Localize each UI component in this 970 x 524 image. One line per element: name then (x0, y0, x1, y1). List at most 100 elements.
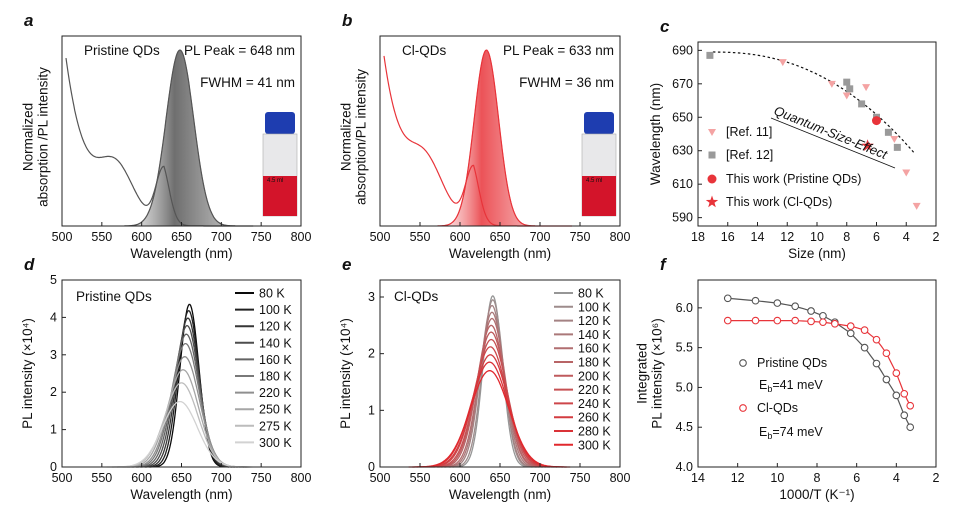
y-tick-label: 5 (50, 273, 57, 287)
ref11-marker (827, 80, 836, 88)
pl-curve (408, 370, 571, 468)
pl-curve (428, 331, 554, 468)
binding-energy-label: Eb=41 meV (759, 378, 823, 394)
y-axis-label: Integrated (635, 343, 650, 404)
pl-curve (122, 356, 247, 468)
vial-icon: 4.5 ml (581, 112, 617, 217)
panel-f: 14 12 10 8 6 4 2 4.0 4.5 5.0 5.5 6.0 1000/T (K⁻¹) f In… (635, 255, 940, 502)
data-point (791, 316, 800, 325)
pl-spectrum-line (437, 49, 536, 227)
data-point (872, 359, 881, 368)
x-axis-label: Size (nm) (788, 246, 846, 261)
legend-label: 300 K (259, 436, 292, 450)
data-point (892, 391, 901, 400)
y-tick-label: 590 (672, 211, 693, 225)
pl-curve (149, 303, 229, 468)
ref11-marker (778, 59, 787, 67)
legend-marker (739, 404, 747, 412)
pl-curve (452, 295, 533, 468)
y-tick-label: 4.5 (676, 420, 693, 434)
vial-cap (265, 112, 295, 134)
pl-curve (140, 317, 236, 468)
x-tick-label: 750 (251, 230, 272, 244)
pl-peak-label: PL Peak = 648 nm (184, 43, 295, 58)
x-tick-label: 2 (933, 230, 940, 244)
legend-label: 280 K (578, 425, 611, 439)
data-point (882, 375, 891, 384)
data-point (906, 423, 915, 432)
vial-icon: 4.5 ml (262, 112, 298, 217)
legend-label: 100 K (578, 300, 611, 314)
x-tick-label: 8 (843, 230, 850, 244)
data-point (819, 318, 827, 327)
x-tick-label: 550 (91, 230, 112, 244)
x-tick-label: 500 (52, 230, 73, 244)
sample-name: Cl-QDs (402, 43, 446, 58)
legend-entry: [Ref. 11] (726, 125, 772, 139)
x-tick-label: 12 (780, 230, 794, 244)
x-tick-label: 800 (291, 471, 312, 485)
data-point (900, 411, 909, 420)
y-axis-label: Wavelength (nm) (648, 83, 663, 185)
legend-label: 220 K (578, 383, 611, 397)
legend-label: 140 K (578, 328, 611, 342)
y-axis-label: Normalized (339, 103, 354, 171)
ref12-marker (708, 151, 716, 159)
data-point (807, 317, 815, 326)
x-tick-label: 700 (211, 471, 232, 485)
data-point (819, 311, 827, 320)
data-point (751, 296, 760, 305)
cl-star-marker (861, 139, 874, 151)
x-tick-label: 800 (610, 230, 631, 244)
x-tick-label: 600 (131, 471, 152, 485)
pl-curve (436, 317, 547, 468)
legend-label: 240 K (578, 397, 611, 411)
x-tick-label: 700 (530, 471, 551, 485)
panel-d: 500 550 600 650 700 750 800 0 1 2 3 4 5 Wavelength (n… (20, 255, 311, 502)
fwhm-label: FWHM = 41 nm (200, 75, 295, 90)
data-point (882, 349, 891, 358)
pl-spectrum-line (124, 49, 236, 227)
x-tick-label: 16 (721, 230, 735, 244)
y-axis-label: absorption/PL intensity (354, 69, 369, 205)
x-tick-label: 6 (873, 230, 880, 244)
ref12-marker (858, 100, 866, 108)
sample-name: Pristine QDs (84, 43, 160, 58)
y-axis-label: PL intensity (×10⁴) (338, 318, 353, 429)
x-tick-label: 800 (610, 471, 631, 485)
fwhm-label: FWHM = 36 nm (519, 75, 614, 90)
y-tick-label: 3 (50, 348, 57, 362)
y-tick-label: 6.0 (676, 301, 693, 315)
legend-label: 300 K (578, 438, 611, 452)
pl-peak-label: PL Peak = 633 nm (503, 43, 614, 58)
ref12-marker (846, 85, 854, 93)
panel-label: f (660, 255, 668, 274)
y-axis-label: PL intensity (×10⁴) (20, 318, 35, 429)
data-point (892, 369, 901, 377)
panel-a: 500 550 600 650 700 750 800 Wavelength (nm) a Nor… (21, 11, 312, 261)
legend-label: 180 K (578, 356, 611, 370)
y-axis-label: absorption /PL intensity (36, 67, 51, 207)
ref11-marker (862, 84, 871, 92)
y-tick-label: 2 (50, 385, 57, 399)
cl-star-marker (705, 195, 719, 208)
x-tick-label: 18 (691, 230, 705, 244)
legend-label: 160 K (578, 342, 611, 356)
pl-curve (420, 346, 560, 468)
annotation-underline (770, 117, 896, 169)
y-tick-label: 0 (50, 460, 57, 474)
ref11-marker (890, 136, 899, 144)
x-tick-label: 750 (570, 230, 591, 244)
vial-volume-label: 4.5 ml (586, 178, 602, 184)
y-tick-label: 2 (368, 347, 375, 361)
x-tick-label: 4 (903, 230, 910, 244)
x-tick-label: 6 (853, 471, 860, 485)
y-tick-label: 1 (368, 403, 375, 417)
y-axis-label: Normalized (21, 103, 36, 171)
data-point (723, 294, 732, 303)
legend-entry: Cl-QDs (757, 401, 798, 415)
data-point (751, 316, 760, 325)
panel-title: Pristine QDs (76, 289, 152, 304)
x-tick-label: 2 (933, 471, 940, 485)
pl-curve (111, 382, 251, 468)
